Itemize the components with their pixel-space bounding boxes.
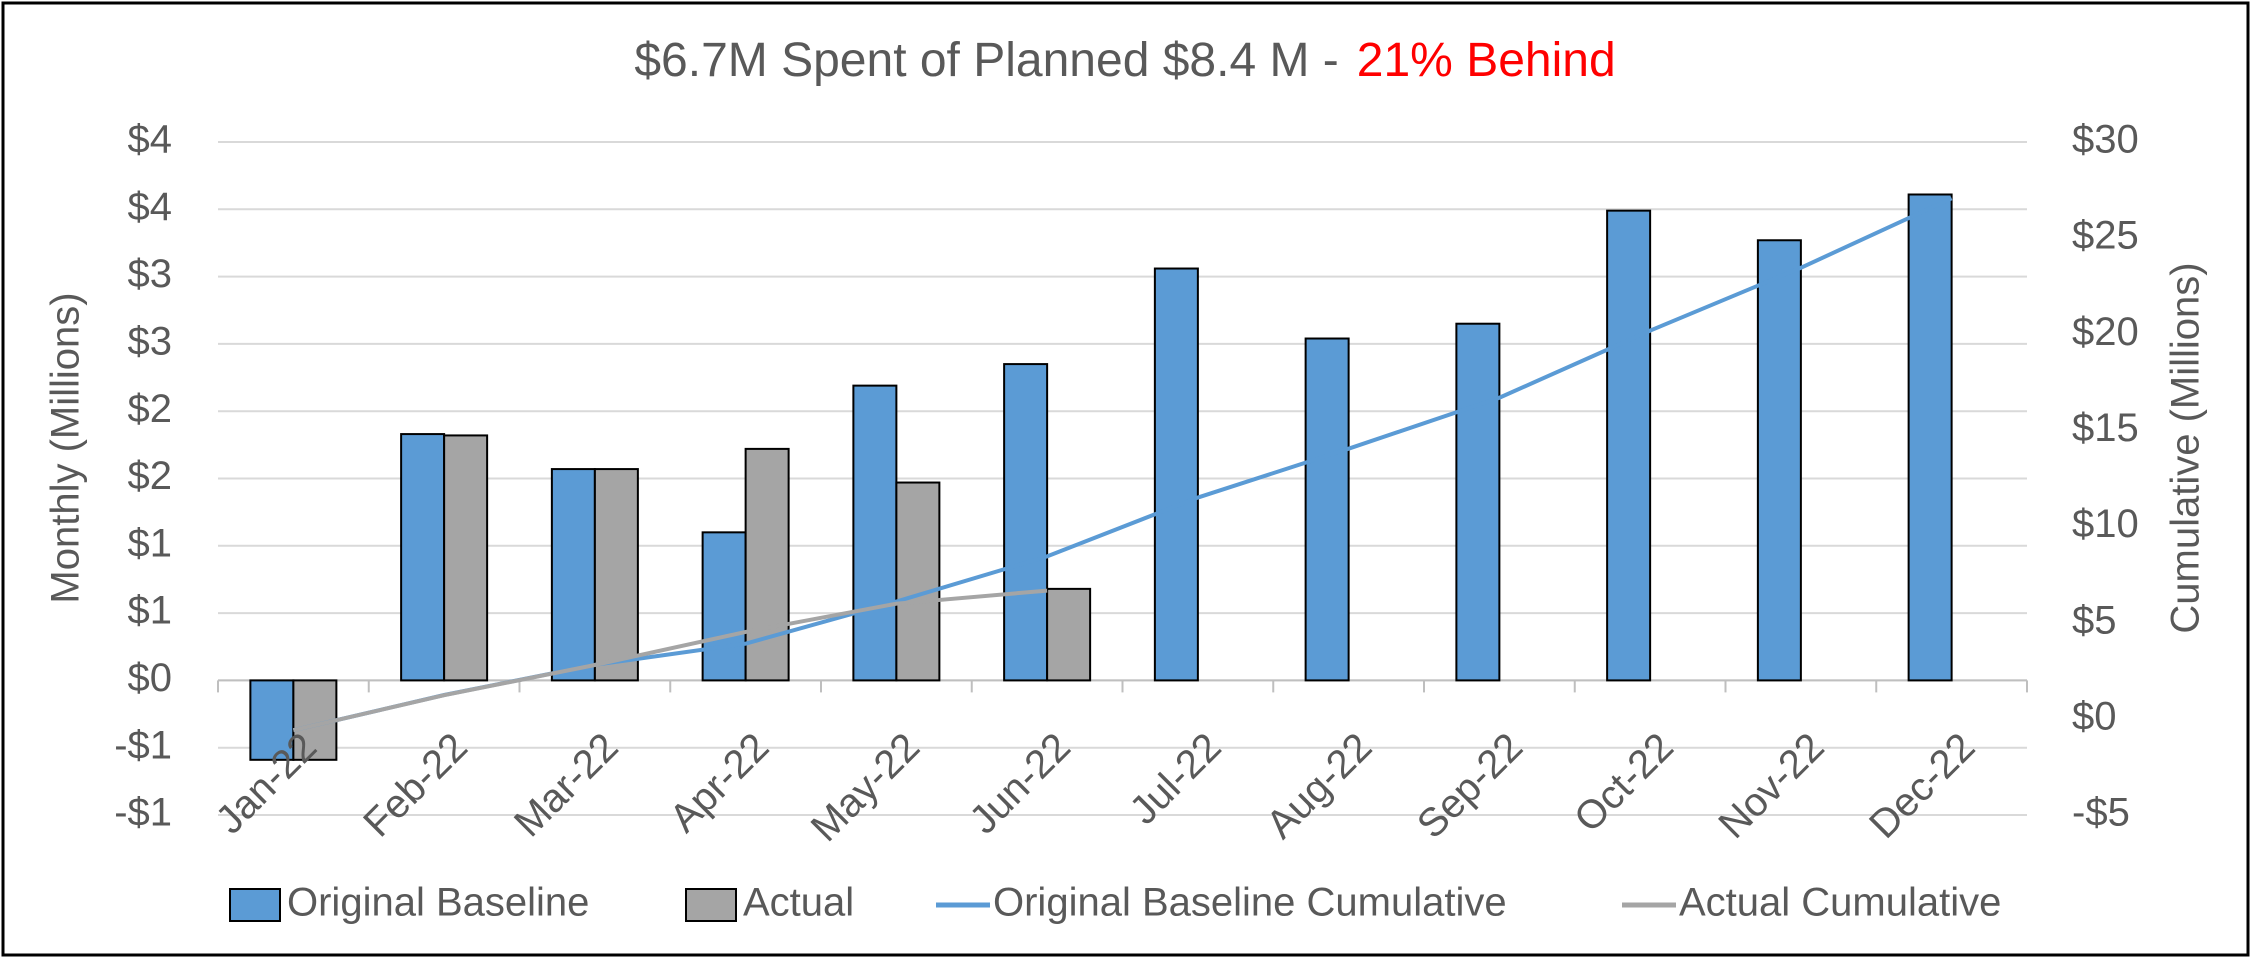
bar: [1606, 209, 1652, 682]
bar: [400, 433, 446, 682]
bar: [895, 481, 941, 682]
y-tick-label: $0: [128, 656, 173, 700]
bar: [1756, 239, 1802, 682]
chart-title: $6.7M Spent of Planned $8.4 M - 21% Behin…: [634, 34, 1615, 87]
title-highlight: 21% Behind: [1357, 34, 1616, 87]
legend-label: Actual: [743, 881, 854, 925]
bar: [852, 384, 898, 682]
y-tick-label: $4: [128, 185, 173, 229]
y-tick-label: -$1: [114, 791, 172, 835]
bar: [1304, 337, 1350, 682]
bar: [593, 468, 639, 682]
y2-axis-label: Cumulative (Millions): [2164, 262, 2208, 633]
y2-tick-label: $25: [2072, 214, 2139, 258]
legend-label: Original Baseline Cumulative: [993, 881, 1507, 925]
y2-tick-label: $5: [2072, 598, 2117, 642]
bar: [1003, 363, 1049, 682]
y-tick-label: -$1: [114, 723, 172, 767]
legend-label: Actual Cumulative: [1679, 881, 2001, 925]
legend-swatch: [685, 888, 737, 922]
bar: [1907, 193, 1953, 682]
bar: [1046, 587, 1092, 682]
bar: [1153, 267, 1199, 682]
line-series: [292, 588, 1048, 733]
bar: [443, 434, 489, 682]
y-tick-label: $4: [128, 118, 173, 162]
y2-tick-label: $0: [2072, 694, 2117, 738]
y-tick-label: $3: [128, 319, 173, 363]
y-tick-label: $3: [128, 252, 173, 296]
y-tick-label: $2: [128, 454, 173, 498]
bar: [744, 447, 790, 682]
bar: [701, 531, 747, 682]
bar: [249, 679, 295, 761]
y-tick-label: $1: [128, 521, 173, 565]
y-tick-label: $2: [128, 387, 173, 431]
legend-swatch: [229, 888, 281, 922]
bar: [550, 468, 596, 682]
y2-tick-label: $20: [2072, 310, 2139, 354]
y2-tick-label: $10: [2072, 502, 2139, 546]
y2-tick-label: -$5: [2072, 791, 2130, 835]
y2-tick-label: $30: [2072, 118, 2139, 162]
y-axis-label: Monthly (Millions): [44, 292, 88, 603]
y2-tick-label: $15: [2072, 406, 2139, 450]
title-text: $6.7M Spent of Planned $8.4 M -: [634, 34, 1338, 87]
y-tick-label: $1: [128, 589, 173, 633]
bar: [1455, 322, 1501, 682]
legend-label: Original Baseline: [287, 881, 589, 925]
